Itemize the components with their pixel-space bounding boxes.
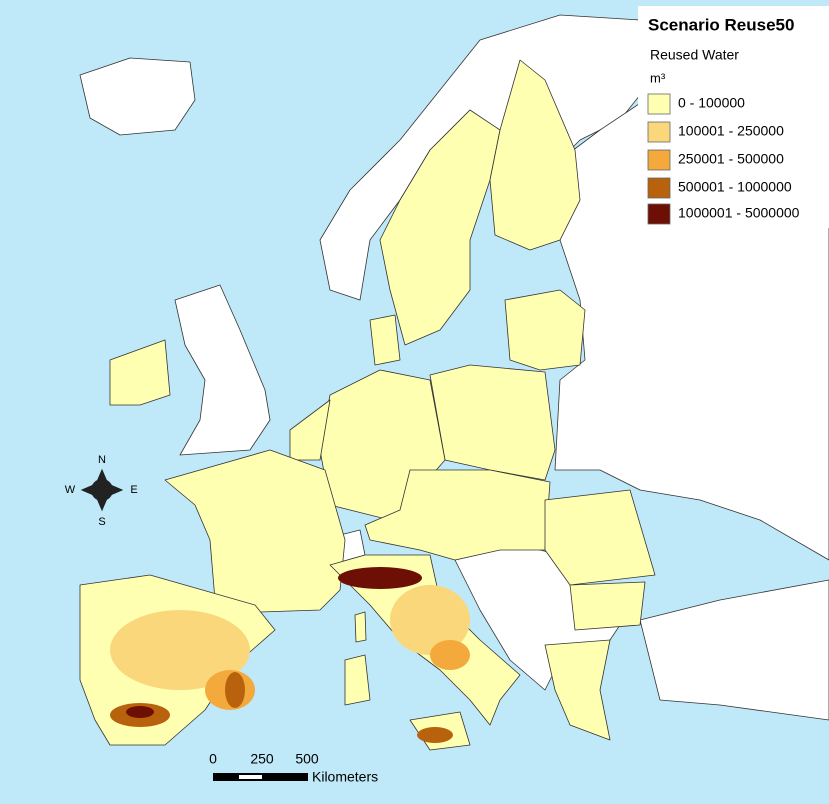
hotspot <box>390 585 470 655</box>
legend-swatch <box>647 203 671 225</box>
legend-swatch <box>647 121 671 143</box>
hotspot <box>225 672 245 708</box>
finland <box>489 59 581 251</box>
legend-items: 0 - 100000 100001 - 250000 250001 - 500000… <box>647 93 800 225</box>
turkey <box>639 579 829 721</box>
sweden <box>379 109 501 346</box>
land <box>79 14 829 751</box>
bulgaria <box>569 581 646 631</box>
uk <box>174 284 271 456</box>
legend-title: Scenario Reuse50 <box>648 15 794 34</box>
hotspot <box>338 567 422 589</box>
legend-subtitle: Reused Water <box>650 47 739 63</box>
central <box>364 469 551 561</box>
legend-swatch <box>647 93 671 115</box>
poland <box>429 364 556 481</box>
scale-unit: Kilometers <box>312 769 378 785</box>
compass: N E S W <box>65 454 138 528</box>
scale-bar-segment <box>239 775 262 779</box>
sardinia <box>344 654 371 706</box>
scale-tick-label: 250 <box>250 751 274 767</box>
compass-w: W <box>65 484 76 496</box>
hotspot <box>417 727 453 743</box>
compass-n: N <box>98 454 106 466</box>
legend-label: 1000001 - 5000000 <box>678 205 800 221</box>
compass-s: S <box>98 516 105 528</box>
corsica <box>354 611 367 643</box>
legend-unit: m³ <box>650 70 666 85</box>
compass-e: E <box>130 484 137 496</box>
greece <box>544 639 611 741</box>
legend-label: 0 - 100000 <box>678 95 745 111</box>
romania <box>544 489 656 586</box>
iceland <box>79 57 196 136</box>
hotspot <box>430 640 470 670</box>
legend-swatch <box>647 177 671 199</box>
scale-tick-label: 0 <box>209 751 217 767</box>
legend-swatch <box>647 149 671 171</box>
hotspot <box>110 610 250 690</box>
ireland <box>109 339 171 406</box>
hotspot <box>126 706 154 718</box>
denmark <box>369 314 401 366</box>
benelux <box>289 399 331 461</box>
legend-label: 100001 - 250000 <box>678 123 784 139</box>
scale-bar: Kilometers 0 250 500 <box>209 751 378 785</box>
france <box>164 449 346 613</box>
baltics <box>504 289 586 371</box>
legend-label: 500001 - 1000000 <box>678 179 792 195</box>
scale-tick-label: 500 <box>295 751 319 767</box>
legend-label: 250001 - 500000 <box>678 151 784 167</box>
